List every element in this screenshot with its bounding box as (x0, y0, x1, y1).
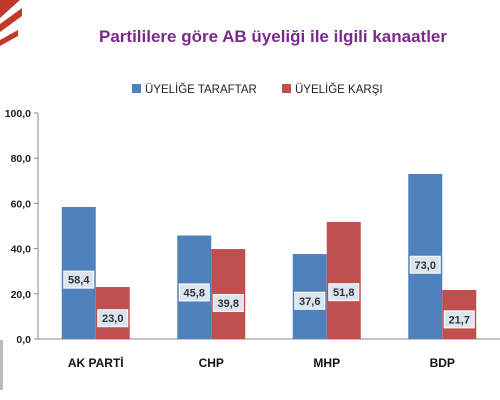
bars: 58,4 23,0 45,8 39,8 37,6 51,8 73,0 21,7 (61, 174, 477, 339)
chart-legend: ÜYELİĞE TARAFTAR ÜYELİĞE KARŞI (132, 83, 383, 96)
y-tick-label: 100,0 (5, 108, 31, 120)
data-label: 58,4 (68, 275, 90, 287)
legend-label-taraftar: ÜYELİĞE TARAFTAR (145, 83, 257, 96)
data-label: 73,0 (415, 260, 436, 272)
data-label-box (178, 283, 210, 302)
x-tick-label: BDP (430, 356, 455, 370)
data-label-box (294, 291, 326, 310)
x-tick-label: CHP (199, 356, 224, 370)
x-axis-labels: AK PARTİ CHP MHP BDP (68, 355, 455, 370)
data-label-box (97, 309, 129, 328)
bar-karsi (326, 221, 361, 339)
data-label-box (63, 270, 95, 289)
data-label: 39,8 (218, 298, 239, 310)
data-label: 45,8 (184, 287, 205, 299)
data-label-box (409, 255, 441, 274)
y-tick-label: 60,0 (11, 198, 32, 210)
chart-title: Partililere göre AB üyeliği ile ilgili k… (99, 27, 447, 46)
legend-swatch-karsi (282, 84, 291, 93)
data-label: 51,8 (333, 287, 354, 299)
data-label-box (443, 310, 475, 329)
y-tick-label: 0,0 (16, 334, 31, 346)
data-label: 23,0 (102, 313, 123, 325)
data-label: 37,6 (299, 296, 320, 308)
data-label-box (328, 283, 360, 302)
x-tick-label: MHP (313, 356, 340, 370)
data-label: 21,7 (449, 314, 470, 326)
y-tick-label: 40,0 (11, 244, 32, 256)
y-tick-label: 20,0 (11, 289, 32, 301)
legend-label-karsi: ÜYELİĞE KARŞI (295, 83, 383, 96)
x-tick-label: AK PARTİ (68, 355, 124, 370)
y-tick-label: 80,0 (11, 153, 32, 165)
data-label-box (212, 294, 244, 313)
legend-swatch-taraftar (132, 84, 141, 93)
